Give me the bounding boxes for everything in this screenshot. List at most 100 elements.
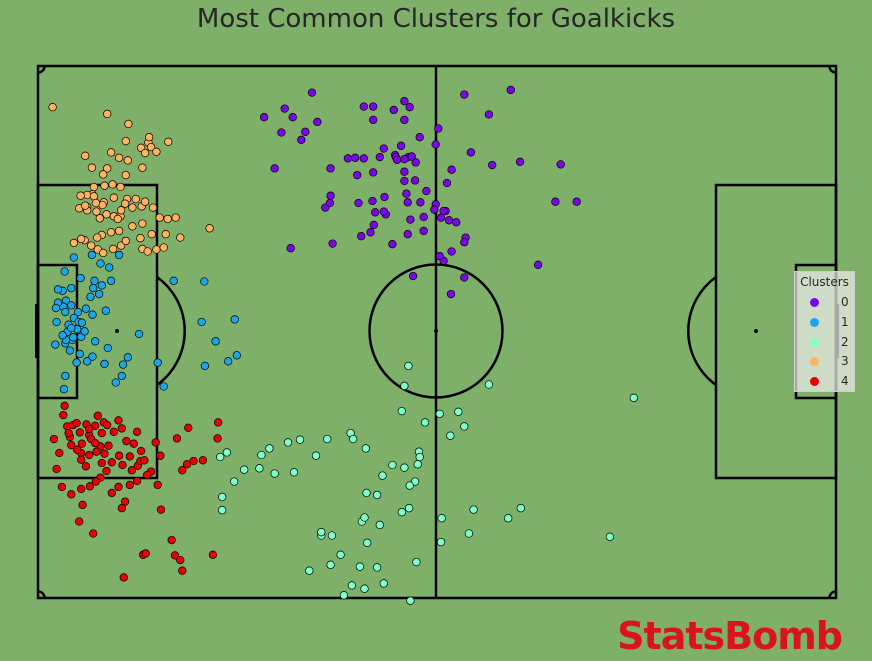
right-penalty-spot <box>754 329 758 333</box>
cluster-2-point <box>372 563 382 572</box>
cluster-3-point <box>108 180 117 189</box>
cluster-1-point <box>200 277 209 286</box>
cluster-1-point <box>96 259 105 268</box>
cluster-0-point <box>415 133 424 142</box>
cluster-0-point <box>359 154 368 163</box>
cluster-4-point <box>97 428 106 438</box>
cluster-2-point <box>218 492 227 502</box>
cluster-4-point <box>77 484 86 494</box>
cluster-4-point <box>153 480 162 490</box>
cluster-1-point <box>51 340 60 349</box>
cluster-3-point <box>99 248 108 258</box>
cluster-2-point <box>257 450 266 460</box>
cluster-0-point <box>460 273 469 282</box>
cluster-1-point <box>118 360 128 369</box>
cluster-0-point <box>572 197 581 206</box>
cluster-1-point <box>114 250 124 260</box>
cluster-4-point <box>142 470 152 480</box>
cluster-1-point <box>117 371 126 381</box>
cluster-1-point <box>211 337 220 346</box>
cluster-1-point <box>65 346 75 355</box>
cluster-2-point <box>400 463 409 472</box>
cluster-4-point <box>107 458 116 467</box>
cluster-4-point <box>156 451 165 460</box>
cluster-1-point <box>95 289 104 299</box>
cluster-0-point <box>407 152 416 161</box>
cluster-0-point <box>369 115 378 125</box>
cluster-3-point <box>152 245 161 254</box>
cluster-1-point <box>76 273 85 283</box>
cluster-3-point <box>148 203 158 212</box>
legend: Clusters 0 1 2 3 4 <box>794 271 855 392</box>
cluster-0-point <box>408 271 418 281</box>
cluster-4-point <box>109 427 118 436</box>
cluster-3-point <box>143 247 152 256</box>
cluster-3-point <box>102 210 111 219</box>
cluster-4-point <box>178 566 187 575</box>
cluster-2-point <box>363 538 372 547</box>
legend-label: 2 <box>841 334 849 349</box>
cluster-3-point <box>164 137 173 146</box>
cluster-3-point <box>171 213 180 222</box>
cluster-2-point <box>397 508 406 517</box>
cluster-2-point <box>400 381 409 391</box>
cluster-2-point <box>413 460 422 469</box>
cluster-4-point <box>129 439 138 448</box>
cluster-3-point <box>205 224 214 233</box>
cluster-4-point <box>127 466 136 475</box>
cluster-3-point <box>99 170 108 179</box>
cluster-3-point <box>124 119 133 129</box>
cluster-4-point <box>77 439 87 448</box>
cluster-0-point <box>325 198 335 208</box>
cluster-1-point <box>197 317 206 327</box>
cluster-3-point <box>116 182 125 192</box>
statsbomb-logo: StatsBomb <box>617 614 843 658</box>
cluster-1-point <box>101 306 110 315</box>
cluster-3-point <box>155 213 164 222</box>
corner-arc-tr <box>828 65 837 74</box>
cluster-0-point <box>326 164 335 173</box>
cluster-1-point <box>61 371 70 381</box>
cluster-0-point <box>313 117 322 127</box>
cluster-1-point <box>88 310 97 319</box>
cluster-2-point <box>415 452 424 462</box>
cluster-3-point <box>77 234 86 244</box>
cluster-2-point <box>326 560 335 569</box>
cluster-1-point <box>59 385 69 394</box>
legend-marker <box>810 337 819 347</box>
cluster-3-point <box>152 147 161 156</box>
cluster-1-point <box>224 357 233 366</box>
legend-marker <box>810 357 819 367</box>
cluster-3-point <box>92 207 101 216</box>
cluster-4-point <box>114 416 123 425</box>
cluster-4-point <box>75 517 84 526</box>
cluster-3-point <box>103 109 112 119</box>
cluster-0-point <box>288 113 297 122</box>
cluster-3-point <box>159 243 168 252</box>
cluster-0-point <box>396 141 406 150</box>
cluster-4-point <box>93 411 102 420</box>
cluster-4-point <box>57 482 67 492</box>
cluster-4-point <box>167 535 176 545</box>
cluster-1-point <box>100 359 109 369</box>
cluster-0-point <box>434 124 443 133</box>
cluster-0-point <box>419 212 428 222</box>
cluster-3-point <box>131 194 140 204</box>
cluster-2-point <box>378 471 387 480</box>
cluster-1-point <box>75 349 85 359</box>
cluster-3-point <box>93 233 102 242</box>
cluster-0-point <box>515 157 525 166</box>
cluster-0-point <box>436 213 446 222</box>
left-penalty-arc <box>156 275 186 387</box>
cluster-1-point <box>123 353 132 362</box>
cluster-0-point <box>400 176 409 186</box>
cluster-0-point <box>411 158 420 167</box>
cluster-2-point <box>454 407 463 416</box>
legend-title: Clusters <box>800 275 849 289</box>
cluster-2-point <box>629 393 638 402</box>
cluster-4-point <box>67 440 76 450</box>
cluster-1-point <box>90 276 99 285</box>
cluster-4-point <box>214 418 223 427</box>
cluster-0-point <box>447 165 456 174</box>
cluster-0-point <box>280 104 289 113</box>
